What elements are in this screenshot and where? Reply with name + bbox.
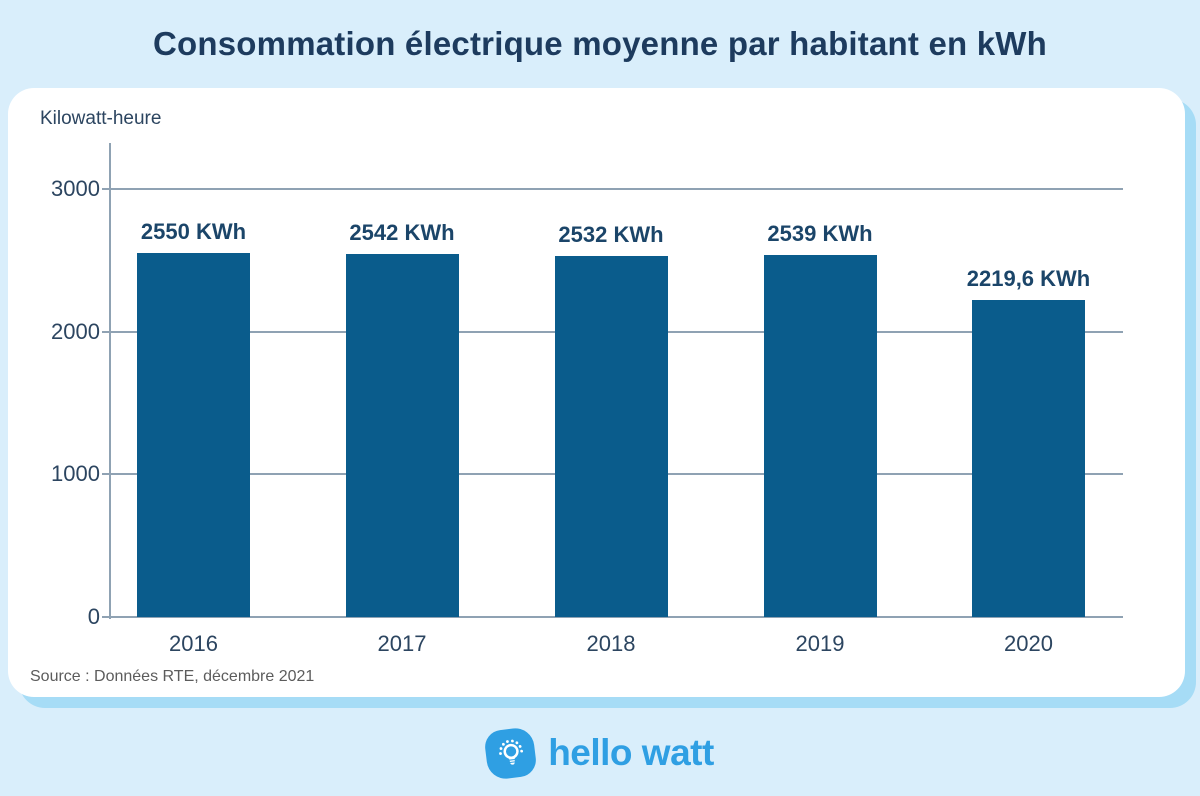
x-tick-label: 2019: [795, 631, 845, 656]
footer: hello watt: [0, 710, 1200, 796]
bar-value-label: 2539 KWh: [767, 220, 873, 246]
y-axis-title: Kilowatt-heure: [40, 108, 162, 129]
bar-value-label: 2219,6 KWh: [966, 266, 1091, 292]
plot-area: 0 1000 2000 3000 2550 KWh 2016 2542 KWh 2017 253…: [8, 88, 1185, 697]
bar-value-label: 2532 KWh: [558, 221, 664, 247]
bar-2018: [554, 255, 668, 617]
x-tick-label: 2017: [377, 631, 427, 656]
bar-value-label: 2550 KWh: [140, 219, 247, 245]
bar-2019: [763, 254, 877, 617]
gridline: [102, 616, 1123, 618]
y-tick-label: 2000: [51, 318, 100, 344]
x-tick-label: 2018: [586, 631, 636, 656]
y-axis-line: [109, 143, 111, 619]
y-tick-label: 3000: [51, 176, 100, 201]
y-tick-label: 0: [87, 604, 100, 629]
bar-value-label: 2542 KWh: [349, 220, 455, 246]
bar-2016: [137, 253, 250, 617]
bar-2017: [345, 254, 459, 617]
chart-card: Kilowatt-heure 0 1000 2000 3000 2550 KWh 2016…: [8, 88, 1185, 697]
lightbulb-icon: [483, 725, 538, 781]
x-tick-label: 2016: [169, 631, 218, 656]
x-tick-label: 2020: [1004, 631, 1053, 656]
gridline: [102, 188, 1123, 190]
bar-2020: [972, 300, 1085, 617]
source-note: Source : Données RTE, décembre 2021: [30, 668, 315, 685]
chart-title: Consommation électrique moyenne par habi…: [153, 25, 1047, 62]
brand-name: hello watt: [548, 732, 714, 773]
y-tick-label: 1000: [51, 461, 100, 487]
